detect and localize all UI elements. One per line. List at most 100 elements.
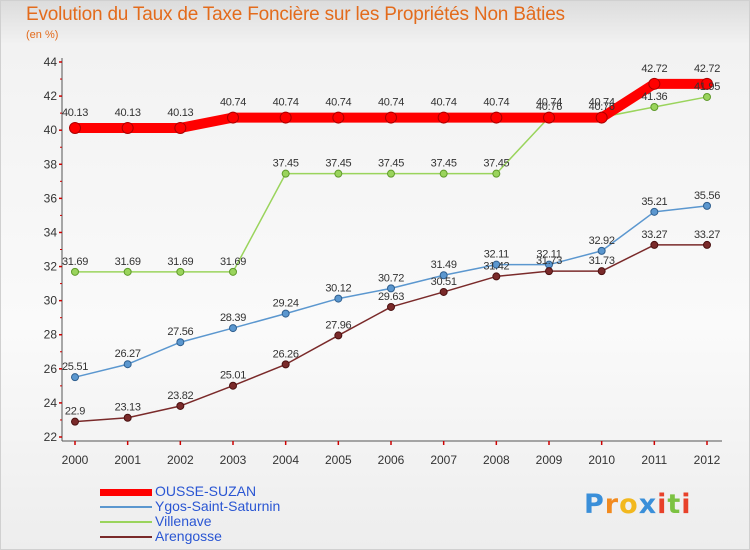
x-tick-label: 2009 (536, 453, 563, 467)
data-label: 30.72 (378, 272, 404, 284)
data-label: 40.76 (536, 101, 562, 113)
data-label: 42.72 (694, 63, 720, 75)
x-tick-label: 2010 (588, 453, 615, 467)
data-point (281, 360, 290, 369)
data-point (595, 111, 608, 124)
data-point (543, 111, 555, 124)
data-label: 41.36 (641, 91, 667, 103)
y-tick-label: 34 (44, 225, 58, 239)
data-label: 22.9 (65, 406, 85, 418)
data-label: 33.27 (694, 229, 720, 241)
legend-swatch-ousse-suzan (100, 489, 152, 496)
data-point (597, 246, 606, 255)
data-label: 40.13 (167, 107, 193, 119)
data-label: 40.74 (273, 97, 299, 109)
data-label: 32.92 (589, 235, 615, 247)
data-label: 23.82 (167, 390, 193, 402)
y-tick-label: 24 (44, 396, 58, 410)
data-label: 37.45 (273, 158, 299, 170)
data-point (703, 240, 711, 249)
data-point (387, 284, 395, 293)
data-point (387, 169, 395, 178)
y-tick-label: 42 (44, 89, 58, 103)
data-label: 25.51 (62, 361, 88, 373)
data-point (650, 207, 659, 216)
x-tick-label: 2011 (641, 453, 667, 467)
data-point (439, 287, 448, 296)
data-point (703, 92, 711, 101)
data-label: 37.45 (378, 158, 404, 170)
data-label: 31.73 (589, 255, 615, 267)
data-label: 26.27 (115, 348, 141, 360)
chart-title: Evolution du Taux de Taxe Foncière sur l… (26, 4, 565, 25)
y-tick-label: 32 (44, 260, 58, 274)
data-point (227, 111, 239, 124)
data-label: 31.49 (431, 259, 457, 271)
data-point (490, 111, 503, 124)
x-tick-label: 2007 (430, 453, 457, 467)
data-point (650, 240, 659, 249)
data-label: 29.24 (273, 298, 299, 310)
legend-label: Arengosse (155, 528, 222, 544)
data-label: 40.74 (536, 97, 562, 109)
data-label: 37.45 (483, 158, 509, 170)
data-label: 42.72 (641, 63, 667, 75)
data-point (229, 381, 237, 390)
data-label: 40.13 (115, 107, 141, 119)
legend-swatch-villenave (100, 521, 152, 523)
data-label: 26.26 (273, 348, 299, 360)
data-label: 28.39 (220, 312, 246, 324)
data-label: 35.21 (641, 196, 667, 208)
data-label: 27.96 (325, 319, 351, 331)
data-label: 40.74 (589, 97, 615, 109)
data-point (492, 169, 501, 178)
data-label: 31.42 (483, 260, 509, 272)
data-point (229, 324, 237, 333)
data-point (334, 331, 343, 340)
data-label: 37.45 (325, 158, 351, 170)
data-label: 40.74 (431, 97, 457, 109)
data-label: 40.74 (220, 97, 246, 109)
y-tick-label: 40 (44, 123, 58, 137)
data-point (123, 267, 132, 276)
logo-letter: o (619, 489, 639, 520)
data-point (121, 121, 134, 134)
data-point (123, 360, 132, 369)
data-point (492, 272, 501, 281)
data-point (123, 413, 132, 422)
y-tick-label: 38 (44, 157, 58, 171)
data-label: 35.56 (694, 190, 720, 202)
logo-letter: r (604, 489, 620, 520)
logo-letter: i (681, 489, 692, 520)
data-point (597, 267, 606, 276)
data-label: 32.11 (536, 249, 561, 261)
data-label: 40.13 (62, 107, 88, 119)
data-label: 27.56 (167, 326, 193, 338)
logo-letter: i (657, 489, 668, 520)
data-label: 31.69 (167, 256, 193, 268)
data-point (332, 111, 345, 124)
data-point (439, 271, 448, 280)
data-label: 33.27 (641, 229, 667, 241)
data-point (334, 169, 343, 178)
data-label: 37.45 (431, 158, 457, 170)
data-point (385, 111, 397, 124)
legend-label: Villenave (155, 513, 212, 529)
logo-letter: x (638, 489, 658, 520)
x-tick-label: 2006 (378, 453, 405, 467)
data-label: 40.76 (589, 101, 615, 113)
legend-swatch-arengosse (100, 536, 152, 538)
data-label: 41.95 (694, 81, 720, 93)
y-tick-label: 30 (44, 294, 58, 308)
data-point (334, 294, 343, 303)
y-tick-label: 36 (44, 191, 58, 205)
x-tick-label: 2003 (220, 453, 247, 467)
data-point (279, 111, 292, 124)
y-tick-label: 28 (44, 328, 58, 342)
x-tick-label: 2005 (325, 453, 352, 467)
data-point (701, 77, 713, 90)
data-label: 31.73 (536, 255, 562, 267)
x-tick-label: 2004 (272, 453, 299, 467)
